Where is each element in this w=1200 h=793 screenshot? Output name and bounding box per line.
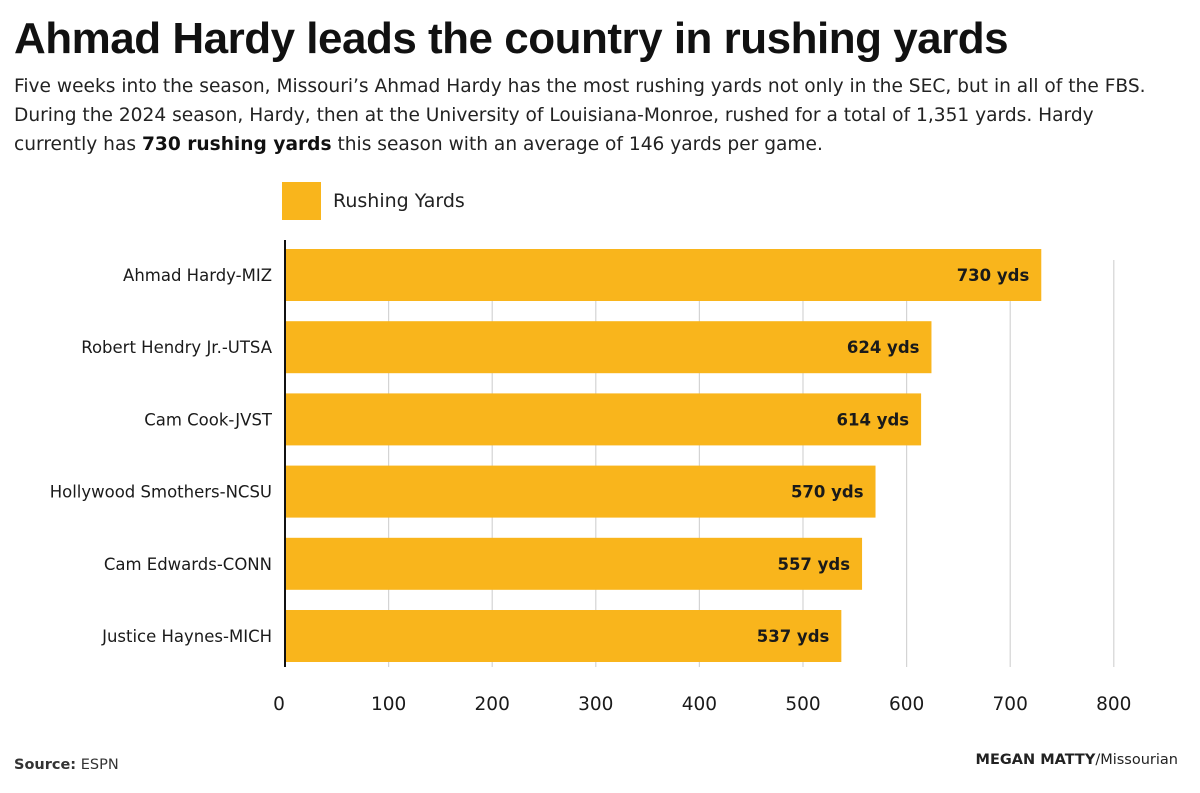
x-tick-label-600: 600 <box>889 694 924 715</box>
bar-4 <box>285 537 863 590</box>
data-label-3: 570 yds <box>791 483 864 502</box>
source-label: Source: <box>14 757 77 773</box>
bar-1 <box>285 321 932 374</box>
x-tick-label-800: 800 <box>1096 694 1131 715</box>
category-label-0: Ahmad Hardy-MIZ <box>123 266 272 285</box>
category-label-4: Cam Edwards-CONN <box>104 555 272 574</box>
x-tick-label-700: 700 <box>993 694 1028 715</box>
chart-legend: Rushing Yards <box>282 182 465 220</box>
bar-3 <box>285 465 876 518</box>
category-label-2: Cam Cook-JVST <box>144 410 273 429</box>
legend-label: Rushing Yards <box>333 190 465 212</box>
subtitle-text-end: this season with an average of 146 yards… <box>331 134 823 155</box>
data-label-1: 624 yds <box>847 338 920 357</box>
credit-org: /Missourian <box>1095 752 1178 768</box>
subtitle-highlight: 730 rushing yards <box>141 134 332 155</box>
category-label-1: Robert Hendry Jr.-UTSA <box>81 338 272 357</box>
subtitle-text-start: Five weeks into the season, Missouri’s A… <box>14 76 1146 155</box>
bar-0 <box>285 249 1042 301</box>
data-label-4: 557 yds <box>777 555 850 574</box>
source-note: Source: ESPN <box>14 757 119 773</box>
x-tick-label-500: 500 <box>785 694 820 715</box>
x-tick-label-100: 100 <box>371 694 406 715</box>
x-tick-label-0: 0 <box>273 694 285 715</box>
data-label-2: 614 yds <box>837 410 910 429</box>
credit-name: MEGAN MATTY <box>975 752 1096 768</box>
category-label-5: Justice Haynes-MICH <box>101 627 272 646</box>
credit-line: MEGAN MATTY/Missourian <box>976 752 1178 768</box>
x-tick-label-400: 400 <box>682 694 717 715</box>
x-tick-label-200: 200 <box>475 694 510 715</box>
chart-title: Ahmad Hardy leads the country in rushing… <box>14 14 1009 63</box>
chart-subtitle: Five weeks into the season, Missouri’s A… <box>14 72 1182 159</box>
data-label-5: 537 yds <box>757 627 830 646</box>
legend-swatch <box>282 182 321 220</box>
data-label-0: 730 yds <box>957 266 1030 285</box>
category-label-3: Hollywood Smothers-NCSU <box>50 483 272 502</box>
x-tick-label-300: 300 <box>578 694 613 715</box>
bar-2 <box>285 393 922 446</box>
bar-chart: 730 yds Ahmad Hardy-MIZ 624 yds Robert Hend… <box>50 240 1131 715</box>
source-value: ESPN <box>80 757 119 773</box>
bar-5 <box>285 610 842 662</box>
